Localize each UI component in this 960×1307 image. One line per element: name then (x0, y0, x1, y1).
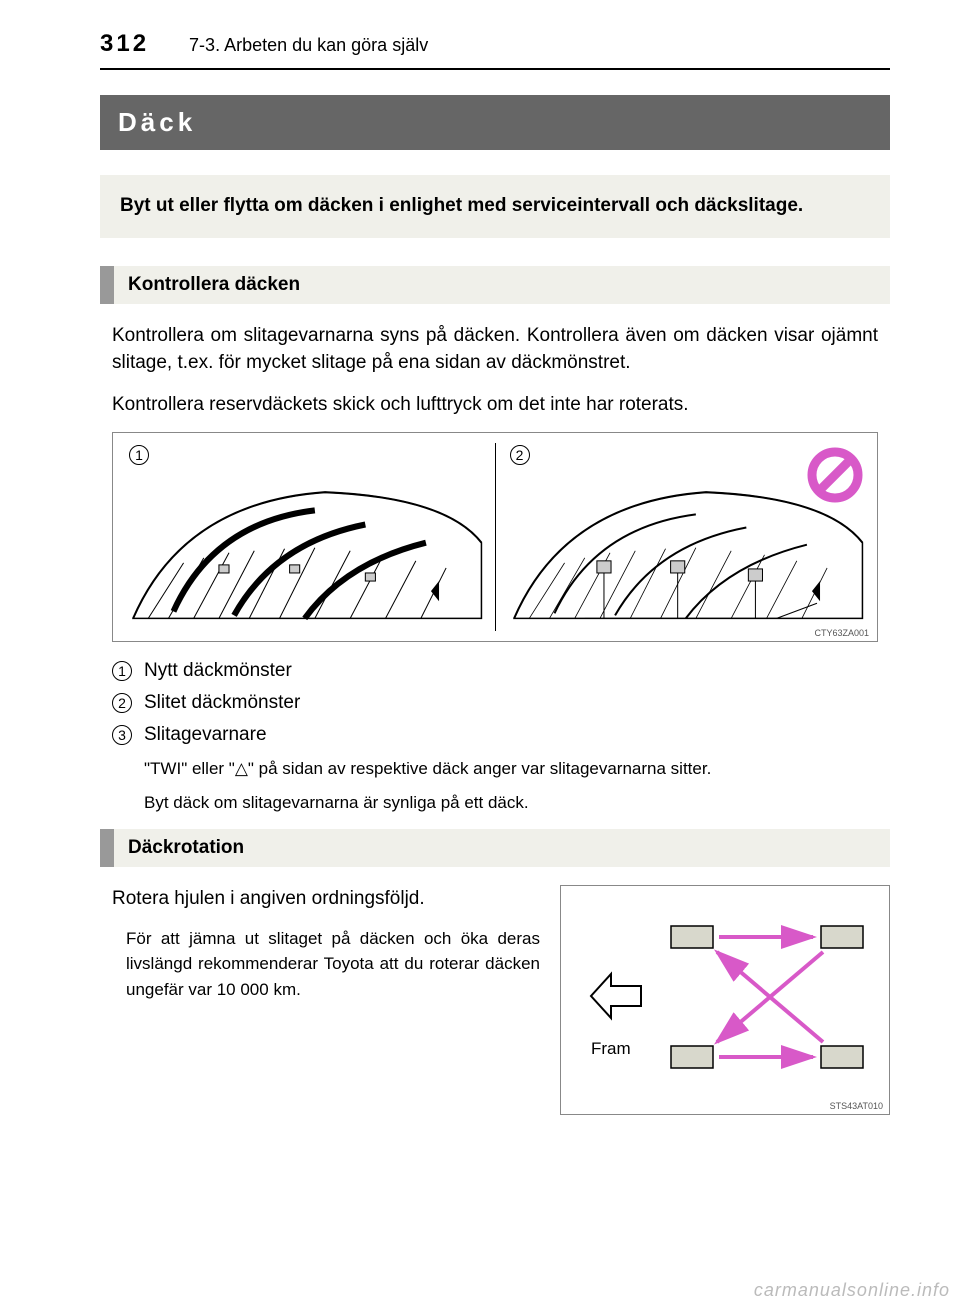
callout-1-icon: 1 (129, 445, 149, 465)
rotation-title-text: Rotera hjulen i angiven ordnings­följd. (112, 885, 540, 914)
subheading-check-tires: Kontrollera däcken (100, 266, 890, 304)
check-paragraph-2: Kontrollera reservdäckets skick och luft… (100, 391, 890, 419)
rotation-figure: Fram STS43AT010 (560, 885, 890, 1115)
watermark: carmanualsonline.info (754, 1280, 950, 1301)
front-label: Fram (591, 1039, 631, 1058)
legend-text-1: Nytt däckmönster (144, 660, 292, 682)
legend-text-2: Slitet däckmönster (144, 692, 300, 714)
tire-worn-icon (504, 472, 868, 623)
subheading-rotation-label: Däckrotation (114, 829, 890, 867)
page-number: 312 (100, 30, 149, 58)
figure-code-1: CTY63ZA001 (814, 628, 869, 638)
legend-num-1-icon: 1 (112, 661, 132, 681)
figure-code-2: STS43AT010 (830, 1101, 883, 1111)
note-replace: Byt däck om slitagevarnarna är synliga p… (100, 790, 890, 816)
intro-box: Byt ut eller flytta om däcken i enlighet… (100, 175, 890, 238)
tire-new-panel: 1 (123, 443, 487, 631)
callout-2-icon: 2 (510, 445, 530, 465)
rotation-diagram-icon: Fram (561, 886, 891, 1116)
legend-item-2: 2 Slitet däckmönster (112, 692, 890, 714)
note-twi: "TWI" eller "△" på sidan av respektive d… (100, 756, 890, 782)
legend-item-1: 1 Nytt däckmönster (112, 660, 890, 682)
rotation-desc: För att jämna ut slitaget på däcken och … (112, 926, 540, 1003)
chapter-title: 7-3. Arbeten du kan göra själv (189, 35, 428, 56)
subheading-rotation: Däckrotation (100, 829, 890, 867)
tire-figure: 1 (112, 432, 878, 642)
legend-num-2-icon: 2 (112, 693, 132, 713)
subheading-label: Kontrollera däcken (114, 266, 890, 304)
page-title: Däck (100, 95, 890, 150)
tire-new-icon (123, 472, 487, 623)
legend-item-3: 3 Slitagevarnare (112, 724, 890, 746)
divider-rule (100, 68, 890, 70)
tire-worn-panel: 2 3 (504, 443, 868, 631)
legend-list: 1 Nytt däckmönster 2 Slitet däckmönster … (100, 660, 890, 746)
check-paragraph-1: Kontrollera om slitagevarnarna syns på d… (100, 322, 890, 377)
legend-num-3-icon: 3 (112, 725, 132, 745)
legend-text-3: Slitagevarnare (144, 724, 267, 746)
